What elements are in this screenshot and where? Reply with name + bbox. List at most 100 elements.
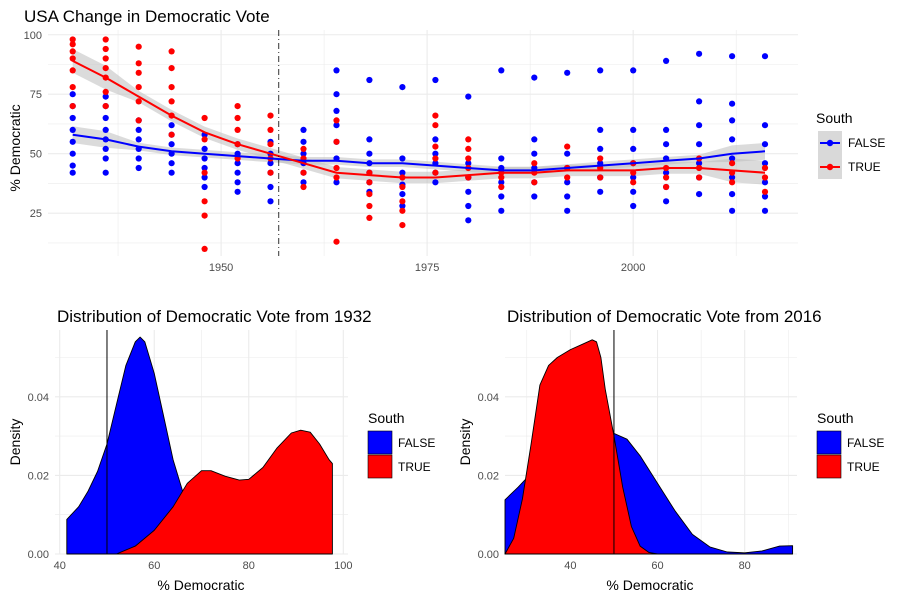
- y-tick-label: 0.04: [28, 392, 49, 404]
- data-point-false: [761, 207, 769, 214]
- data-point-false: [564, 207, 571, 214]
- data-point-true: [69, 48, 76, 55]
- data-point-true: [135, 43, 142, 50]
- y-tick-label: 0.02: [28, 470, 49, 482]
- data-point-false: [597, 126, 604, 133]
- y-tick-label: 0.00: [478, 549, 499, 561]
- data-point-false: [333, 179, 340, 186]
- data-point-false: [69, 91, 76, 98]
- data-point-false: [729, 117, 736, 124]
- data-point-false: [234, 169, 241, 176]
- data-point-true: [630, 179, 637, 186]
- data-point-true: [498, 183, 505, 191]
- data-point-false: [102, 93, 109, 100]
- data-point-false: [366, 76, 373, 84]
- data-point-false: [696, 191, 703, 198]
- data-point-false: [761, 53, 769, 60]
- data-point-false: [333, 67, 340, 74]
- data-point-true: [69, 103, 76, 110]
- data-point-false: [69, 162, 76, 169]
- data-point-false: [729, 53, 736, 60]
- data-point-true: [300, 169, 307, 176]
- data-point-false: [729, 155, 736, 162]
- data-point-true: [333, 174, 340, 181]
- y-tick-label: 0.04: [478, 392, 499, 404]
- data-point-false: [300, 150, 307, 157]
- chart-title-1932: Distribution of Democratic Vote from 193…: [57, 307, 372, 326]
- data-point-true: [761, 174, 769, 181]
- data-point-true: [531, 160, 538, 167]
- data-point-false: [69, 126, 76, 133]
- density-area-true: [115, 429, 333, 555]
- data-point-false: [597, 145, 604, 152]
- trend-line-true: [72, 60, 766, 179]
- data-point-false: [729, 207, 736, 214]
- data-point-false: [663, 141, 670, 148]
- data-point-false: [102, 155, 109, 162]
- y-axis-title-1932: Density: [7, 419, 23, 466]
- legend-label-false-2016: FALSE: [847, 436, 884, 450]
- data-point-true: [135, 60, 142, 67]
- data-point-true: [333, 164, 340, 172]
- data-point-true: [597, 174, 604, 181]
- legend-1932: South FALSE TRUE: [367, 410, 435, 479]
- data-point-false: [531, 74, 538, 81]
- data-point-true: [366, 191, 373, 198]
- x-tick-label: 80: [243, 560, 255, 572]
- chart-title-2016: Distribution of Democratic Vote from 201…: [507, 307, 822, 326]
- data-point-false: [135, 155, 142, 162]
- data-point-false: [663, 198, 670, 205]
- data-point-true: [201, 136, 208, 143]
- data-point-true: [234, 103, 241, 110]
- data-point-false: [168, 122, 175, 129]
- legend-title-2016: South: [817, 410, 854, 426]
- data-point-false: [630, 188, 637, 195]
- legend-label-true-top: TRUE: [848, 160, 881, 174]
- data-point-false: [399, 202, 406, 210]
- data-point-false: [333, 122, 340, 129]
- data-point-true: [102, 45, 109, 53]
- x-tick-label: 1975: [415, 262, 439, 274]
- y-axis-title-2016: Density: [457, 419, 473, 466]
- data-point-false: [135, 136, 142, 143]
- data-point-true: [102, 103, 109, 110]
- data-point-false: [696, 122, 703, 129]
- data-point-false: [366, 150, 373, 157]
- data-point-false: [630, 145, 637, 152]
- data-point-false: [498, 67, 505, 74]
- data-point-true: [267, 112, 274, 119]
- data-point-false: [432, 179, 439, 186]
- data-point-true: [168, 131, 175, 138]
- data-point-true: [333, 138, 340, 145]
- legend-key-false-point: [826, 139, 834, 147]
- data-point-false: [531, 193, 538, 200]
- data-point-false: [234, 188, 241, 195]
- legend-top: South FALSE TRUE: [816, 110, 885, 179]
- data-point-false: [498, 207, 505, 214]
- data-point-false: [168, 160, 175, 167]
- legend-swatch-false-1932: [367, 430, 393, 455]
- data-point-true: [366, 214, 373, 221]
- data-point-false: [663, 126, 670, 133]
- data-point-false: [531, 150, 538, 157]
- data-point-true: [465, 155, 472, 162]
- data-point-true: [234, 114, 241, 122]
- data-point-true: [564, 174, 571, 181]
- data-point-false: [201, 183, 208, 191]
- data-point-true: [432, 122, 439, 129]
- data-point-false: [69, 169, 76, 176]
- x-axis-title-2016: % Democratic: [606, 577, 693, 593]
- data-point-false: [234, 179, 241, 186]
- data-point-false: [135, 126, 142, 133]
- data-point-false: [564, 150, 571, 157]
- y-tick-label: 0.00: [28, 549, 49, 561]
- legend-label-true-2016: TRUE: [847, 460, 880, 474]
- legend-key-true-point: [826, 163, 834, 171]
- data-point-false: [465, 93, 472, 100]
- data-point-true: [267, 169, 274, 176]
- data-point-true: [102, 55, 109, 62]
- data-point-true: [729, 179, 736, 186]
- data-point-true: [399, 183, 406, 191]
- data-point-false: [168, 141, 175, 148]
- data-point-false: [399, 155, 406, 162]
